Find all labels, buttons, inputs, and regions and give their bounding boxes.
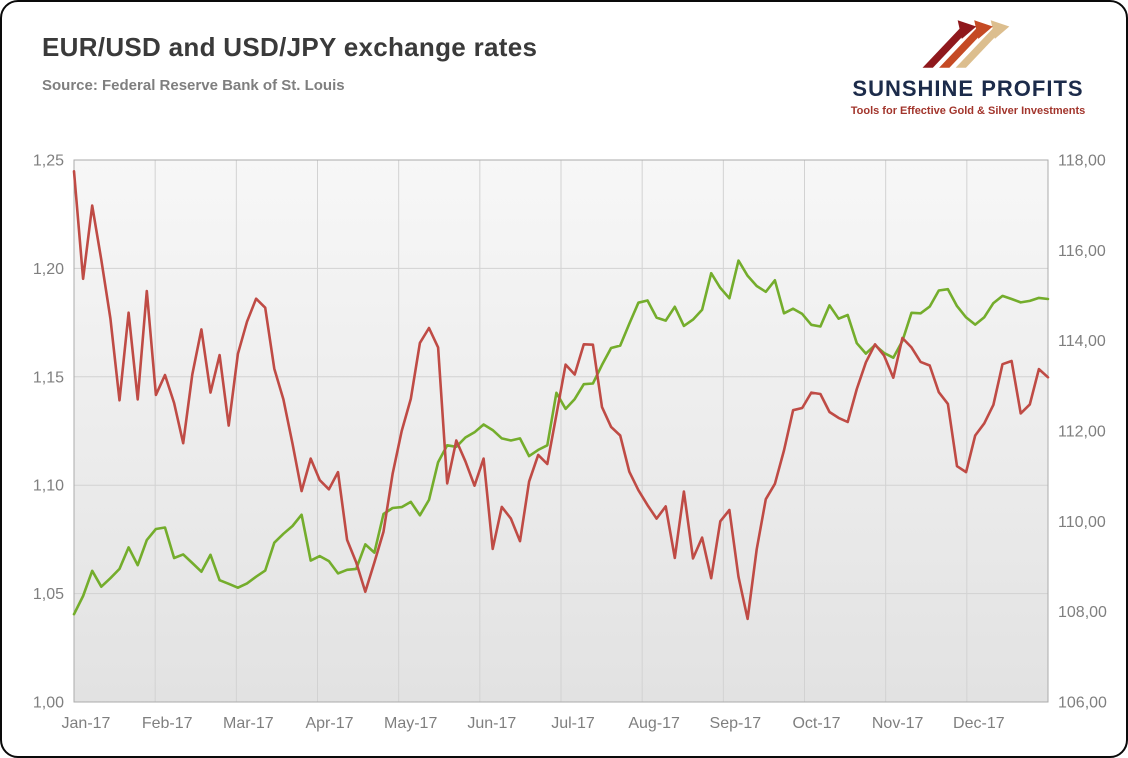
chart-header: EUR/USD and USD/JPY exchange rates Sourc…	[42, 32, 537, 94]
right-axis-tick-label: 106,00	[1058, 695, 1107, 712]
left-axis-tick-label: 1,10	[33, 478, 64, 495]
x-axis-tick-label: May-17	[384, 715, 437, 732]
logo-arrows-icon	[922, 20, 1010, 68]
plot-border	[73, 159, 1049, 703]
right-axis-tick-label: 112,00	[1058, 424, 1106, 441]
x-axis-tick-label: Aug-17	[628, 715, 680, 732]
eurusd-line	[72, 259, 1050, 616]
sunshine-profits-logo: SUNSHINE PROFITS Tools for Effective Gol…	[838, 12, 1098, 117]
left-axis-tick-label: 1,05	[33, 586, 64, 603]
x-axis-tick-label: Jun-17	[467, 715, 516, 732]
x-axis-tick-label: Jan-17	[62, 715, 111, 732]
usdjpy-line	[72, 170, 1050, 621]
x-axis-tick-label: Oct-17	[792, 715, 840, 732]
right-axis-tick-label: 116,00	[1058, 243, 1106, 260]
right-axis-tick-label: 108,00	[1058, 604, 1107, 621]
left-axis-tick-label: 1,15	[33, 369, 64, 386]
x-axis-tick-label: Jul-17	[551, 715, 595, 732]
x-axis-tick-label: Dec-17	[953, 715, 1005, 732]
right-axis-tick-label: 118,00	[1058, 153, 1106, 170]
logo-tagline: Tools for Effective Gold & Silver Invest…	[850, 105, 1086, 117]
x-axis-tick-label: Sep-17	[710, 715, 762, 732]
x-axis-tick-label: Apr-17	[305, 715, 353, 732]
left-axis-tick-label: 1,20	[33, 261, 64, 278]
left-axis-tick-label: 1,00	[33, 695, 64, 712]
source-note: Source: Federal Reserve Bank of St. Loui…	[42, 77, 345, 94]
logo-name: SUNSHINE PROFITS	[852, 76, 1084, 101]
page-title: EUR/USD and USD/JPY exchange rates	[42, 32, 538, 62]
x-axis-tick-label: Nov-17	[872, 715, 924, 732]
right-axis-tick-label: 114,00	[1058, 333, 1106, 350]
right-axis-tick-label: 110,00	[1058, 514, 1106, 531]
left-axis-tick-label: 1,25	[33, 153, 64, 170]
x-axis-tick-label: Mar-17	[223, 715, 274, 732]
x-axis-tick-label: Feb-17	[142, 715, 193, 732]
